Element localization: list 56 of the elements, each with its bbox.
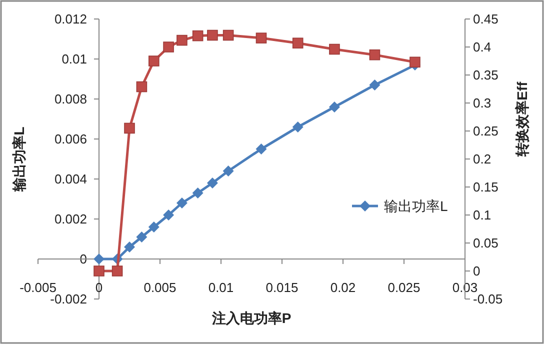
point xyxy=(256,32,267,44)
point xyxy=(329,44,340,55)
point xyxy=(292,38,304,48)
x-tick-label: 0.02 xyxy=(330,280,356,295)
x-tick-label: 0 xyxy=(95,280,103,295)
y-tick-label: 0.002 xyxy=(54,212,87,226)
point xyxy=(222,166,234,176)
y-tick-label: 0.01 xyxy=(62,52,87,66)
x-tick-label: 0.015 xyxy=(266,280,298,295)
point xyxy=(176,198,188,208)
x-axis-title: 注入电功率P xyxy=(210,310,292,326)
y2-tick-label: 0.2 xyxy=(473,152,492,166)
y2-tick-label: 0.1 xyxy=(473,208,492,222)
y2-tick-label: 0.25 xyxy=(473,124,498,138)
point xyxy=(222,30,234,41)
legend-label: 输出功率L xyxy=(384,198,448,214)
y2-tick-label: -0.05 xyxy=(473,292,503,306)
x-tick-label: 0.025 xyxy=(388,280,420,295)
y-tick-label: 0.006 xyxy=(54,132,87,146)
point xyxy=(112,266,123,276)
point xyxy=(136,232,148,242)
point xyxy=(192,188,204,198)
point xyxy=(124,122,135,134)
point xyxy=(369,49,380,60)
y-tick-label: 0.008 xyxy=(54,92,87,106)
point xyxy=(94,254,104,264)
y2-tick-label: 0 xyxy=(473,264,480,278)
point xyxy=(163,42,174,52)
legend: 输出功率L xyxy=(352,198,448,214)
x-tick-label: 0.01 xyxy=(208,280,234,295)
y2-tick-label: 0.3 xyxy=(473,96,492,110)
y2-tick-label: 0.4 xyxy=(473,40,492,54)
point xyxy=(328,102,340,112)
point xyxy=(206,178,218,188)
point xyxy=(292,122,304,132)
y2-tick-label: 0.45 xyxy=(473,12,498,26)
point xyxy=(410,56,420,68)
y2-axis-title: 转换效率Eff xyxy=(514,81,530,158)
point xyxy=(163,210,174,220)
point xyxy=(207,30,218,41)
point xyxy=(148,222,160,232)
y2-tick-label: 0.05 xyxy=(473,236,498,250)
y2-tick-label: 0.35 xyxy=(473,68,498,82)
point xyxy=(192,30,204,42)
point xyxy=(136,81,148,92)
x-tick-label: 0.005 xyxy=(144,280,176,295)
y-tick-label: 0.004 xyxy=(54,172,87,186)
point xyxy=(256,144,267,154)
point xyxy=(148,56,160,66)
y2-tick-label: 0.15 xyxy=(473,180,498,194)
y-axis-title: 输出功率L xyxy=(11,126,27,192)
point xyxy=(94,266,104,276)
y-tick-label: 0.012 xyxy=(54,12,87,26)
point xyxy=(176,34,188,46)
point xyxy=(124,242,135,252)
point xyxy=(369,80,380,90)
